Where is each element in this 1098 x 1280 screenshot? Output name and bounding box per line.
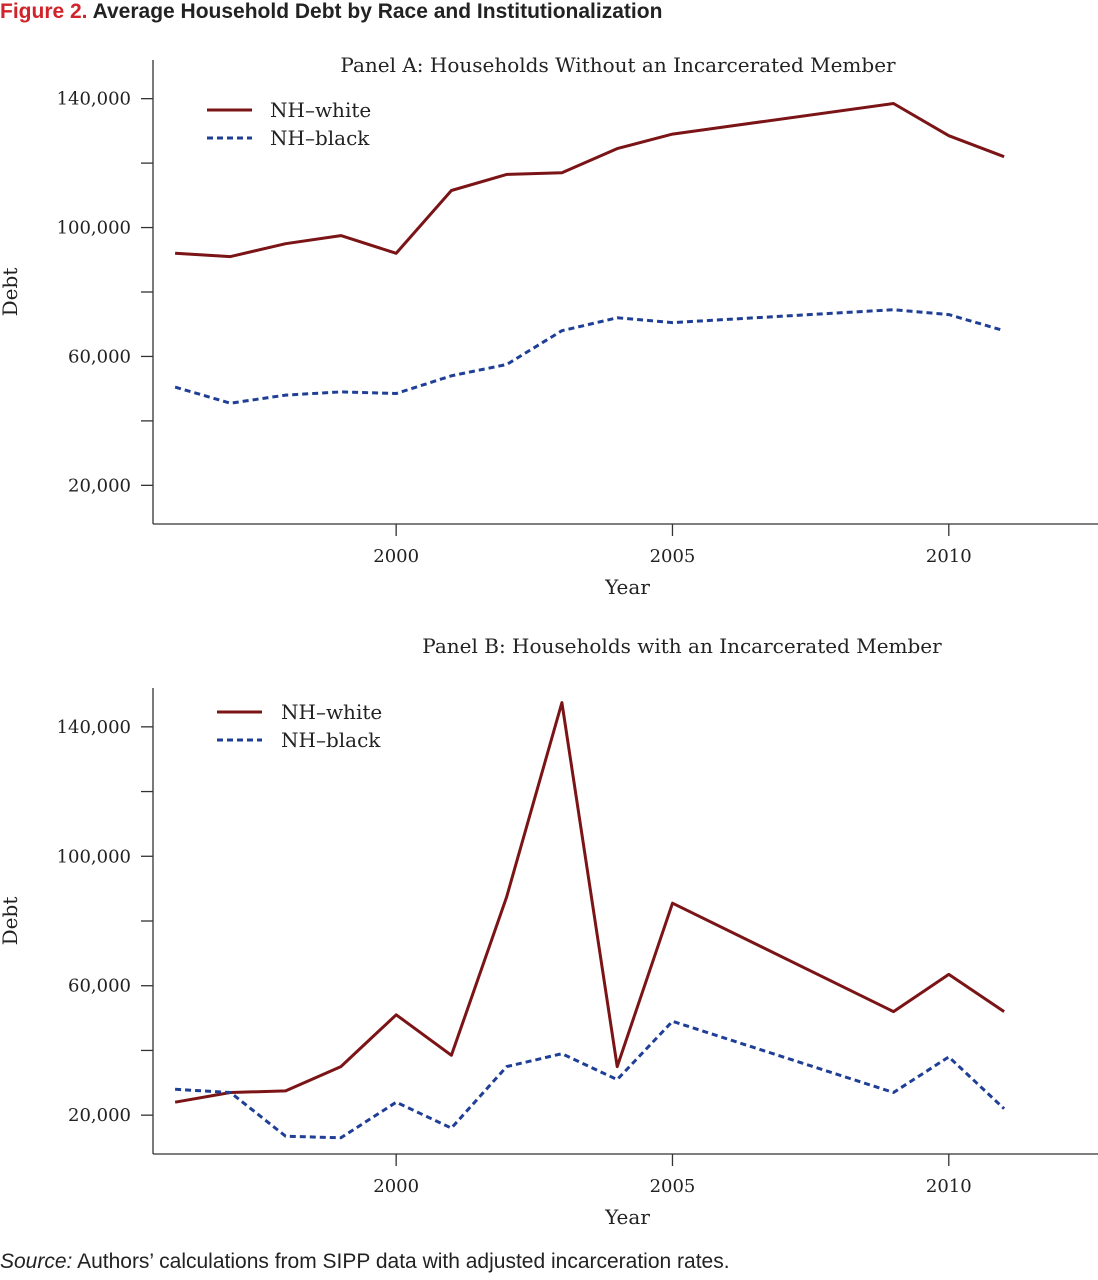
panel-b-legend-label: NH–white [281, 700, 382, 724]
panel-b-series-line-nh-black [175, 1019, 1006, 1140]
source-label: Source: [0, 1250, 73, 1273]
panel-b-y-axis-label: Debt [0, 897, 22, 946]
source-note: Source: Authors’ calculations from SIPP … [0, 1250, 730, 1274]
panel-b-y-tick-label: 100,000 [57, 846, 131, 867]
panel-a-series-line-nh-white [175, 102, 1005, 259]
panel-b-y-tick-label: 140,000 [57, 717, 131, 738]
panel-a-chart: Panel A: Households Without an Incarcera… [0, 53, 1098, 599]
panel-a-y-tick-label: 140,000 [57, 89, 131, 110]
panel-a-title: Panel A: Households Without an Incarcera… [340, 53, 896, 77]
panel-b-legend-label: NH–black [281, 728, 381, 752]
panel-a-x-axis-label: Year [604, 575, 650, 599]
figure-title: Figure 2. Average Household Debt by Race… [0, 0, 662, 24]
panel-b-y-tick-label: 20,000 [68, 1105, 131, 1126]
panel-b-chart: Panel B: Households with an Incarcerated… [0, 634, 1098, 1229]
panel-b-y-tick-label: 60,000 [68, 976, 131, 997]
panel-b-title: Panel B: Households with an Incarcerated… [422, 634, 942, 658]
panel-b-x-tick-label: 2005 [650, 1176, 696, 1197]
panel-b-x-tick-label: 2010 [926, 1176, 972, 1197]
panel-a-y-tick-label: 100,000 [57, 218, 131, 239]
panel-b-series-line-nh-white [174, 701, 1005, 1104]
figure-title-text: Average Household Debt by Race and Insti… [92, 0, 663, 23]
panel-a-legend: NH–white NH–black [207, 98, 371, 150]
panel-b-legend: NH–white NH–black [217, 700, 382, 752]
panel-a-x-tick-label: 2010 [926, 546, 972, 567]
panel-a-x-tick-label: 2005 [650, 546, 696, 567]
panel-b-x-tick-label: 2000 [373, 1176, 419, 1197]
panel-a-legend-label: NH–black [270, 126, 370, 150]
panel-a-y-axis-label: Debt [0, 268, 22, 317]
panel-a-x-tick-label: 2000 [373, 546, 419, 567]
panel-a-y-tick-label: 20,000 [68, 475, 131, 496]
panel-a-y-tick-label: 60,000 [68, 346, 131, 367]
panel-a-series-line-nh-black [174, 308, 1005, 405]
panel-b-x-axis-label: Year [604, 1205, 650, 1229]
source-text: Authors’ calculations from SIPP data wit… [77, 1250, 730, 1273]
figure-label: Figure 2. [0, 0, 88, 23]
panel-a-legend-label: NH–white [270, 98, 371, 122]
